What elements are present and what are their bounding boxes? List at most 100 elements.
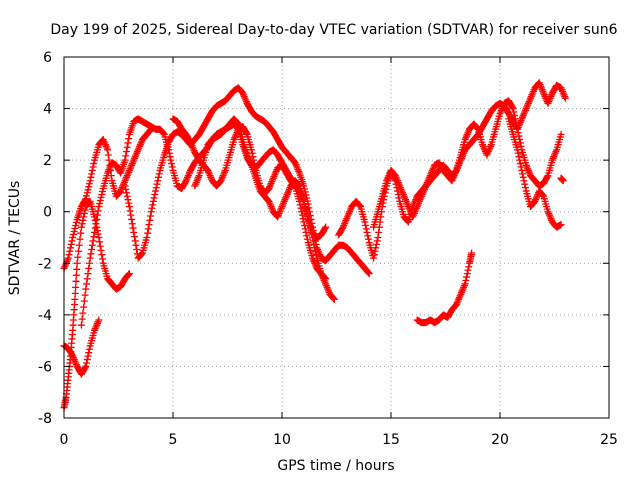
data-point (143, 234, 151, 241)
data-point (71, 224, 79, 232)
data-point (90, 160, 98, 168)
data-point (87, 250, 95, 258)
data-point (168, 160, 176, 168)
data-point (513, 146, 521, 154)
chart-title: Day 199 of 2025, Sidereal Day-to-day VTE… (50, 22, 617, 38)
data-point (543, 173, 551, 181)
data-point (71, 295, 79, 303)
data-point (310, 240, 318, 248)
data-point (98, 251, 106, 259)
data-point (97, 246, 105, 254)
data-point (104, 151, 112, 159)
data-point (151, 191, 159, 199)
data-point (92, 220, 100, 228)
data-point (70, 227, 78, 235)
data-point (242, 129, 250, 137)
data-point (145, 221, 153, 229)
data-point (539, 191, 547, 199)
y-tick-label: 2 (43, 153, 52, 169)
data-point (125, 199, 133, 207)
data-point (301, 225, 309, 233)
data-point (160, 129, 168, 137)
data-point (464, 266, 472, 274)
data-point (186, 137, 194, 145)
data-point (509, 105, 517, 113)
data-point (155, 170, 163, 178)
data-point (364, 232, 372, 240)
data-point (126, 207, 134, 215)
data-point (96, 200, 104, 208)
data-point (125, 270, 133, 278)
y-axis-ticks: -8 -6 -4 -2 0 2 4 6 (38, 50, 609, 427)
data-point (153, 180, 161, 188)
data-point (301, 203, 309, 211)
data-point (133, 246, 141, 254)
data-point (93, 223, 101, 231)
data-point (561, 94, 569, 102)
data-point (84, 352, 92, 360)
data-point (96, 242, 104, 250)
data-point (394, 187, 402, 195)
data-point (123, 192, 131, 200)
data-point (98, 191, 106, 199)
data-point (295, 181, 303, 189)
data-point (89, 237, 97, 245)
data-point (75, 241, 83, 249)
data-point (303, 212, 311, 220)
x-tick-label: 20 (491, 432, 509, 448)
data-point (72, 218, 80, 226)
y-tick-label: -6 (38, 359, 52, 375)
data-point (395, 194, 403, 202)
data-point (68, 237, 76, 245)
data-point (515, 153, 523, 161)
data-point (512, 118, 520, 126)
data-point (147, 208, 155, 216)
data-point (370, 251, 378, 259)
data-point (91, 216, 99, 224)
data-point (375, 228, 383, 236)
data-point (557, 130, 565, 138)
data-point (93, 215, 101, 223)
data-point (302, 206, 310, 214)
data-point (311, 244, 319, 252)
data-point (515, 132, 523, 140)
data-point (300, 197, 308, 205)
data-point (83, 189, 91, 197)
data-point (90, 233, 98, 241)
data-point (517, 142, 525, 150)
data-point (72, 277, 80, 285)
data-point (371, 247, 379, 255)
data-point (374, 234, 382, 241)
data-point (510, 108, 518, 116)
data-point (514, 129, 522, 137)
data-point (86, 177, 94, 185)
data-point (150, 194, 158, 202)
data-point (167, 156, 175, 164)
data-point (99, 188, 107, 196)
data-point (124, 196, 132, 204)
data-point (125, 270, 133, 278)
data-point (301, 200, 309, 208)
data-point (85, 259, 93, 267)
data-point (66, 247, 74, 255)
data-point (463, 270, 471, 278)
data-point (78, 220, 86, 228)
data-point (78, 315, 86, 323)
data-point (87, 173, 95, 181)
data-point (123, 143, 131, 151)
data-point (519, 173, 527, 181)
data-point (372, 244, 380, 252)
data-point (152, 184, 160, 192)
data-point (83, 359, 91, 367)
data-point (95, 203, 103, 211)
data-point (76, 235, 84, 243)
data-point (559, 177, 567, 185)
data-point (356, 202, 364, 210)
data-point (330, 295, 338, 303)
data-point (301, 188, 309, 196)
data-point (132, 241, 140, 249)
data-point (521, 184, 529, 192)
data-point (77, 229, 85, 237)
data-point (72, 271, 80, 279)
data-point (516, 139, 524, 147)
